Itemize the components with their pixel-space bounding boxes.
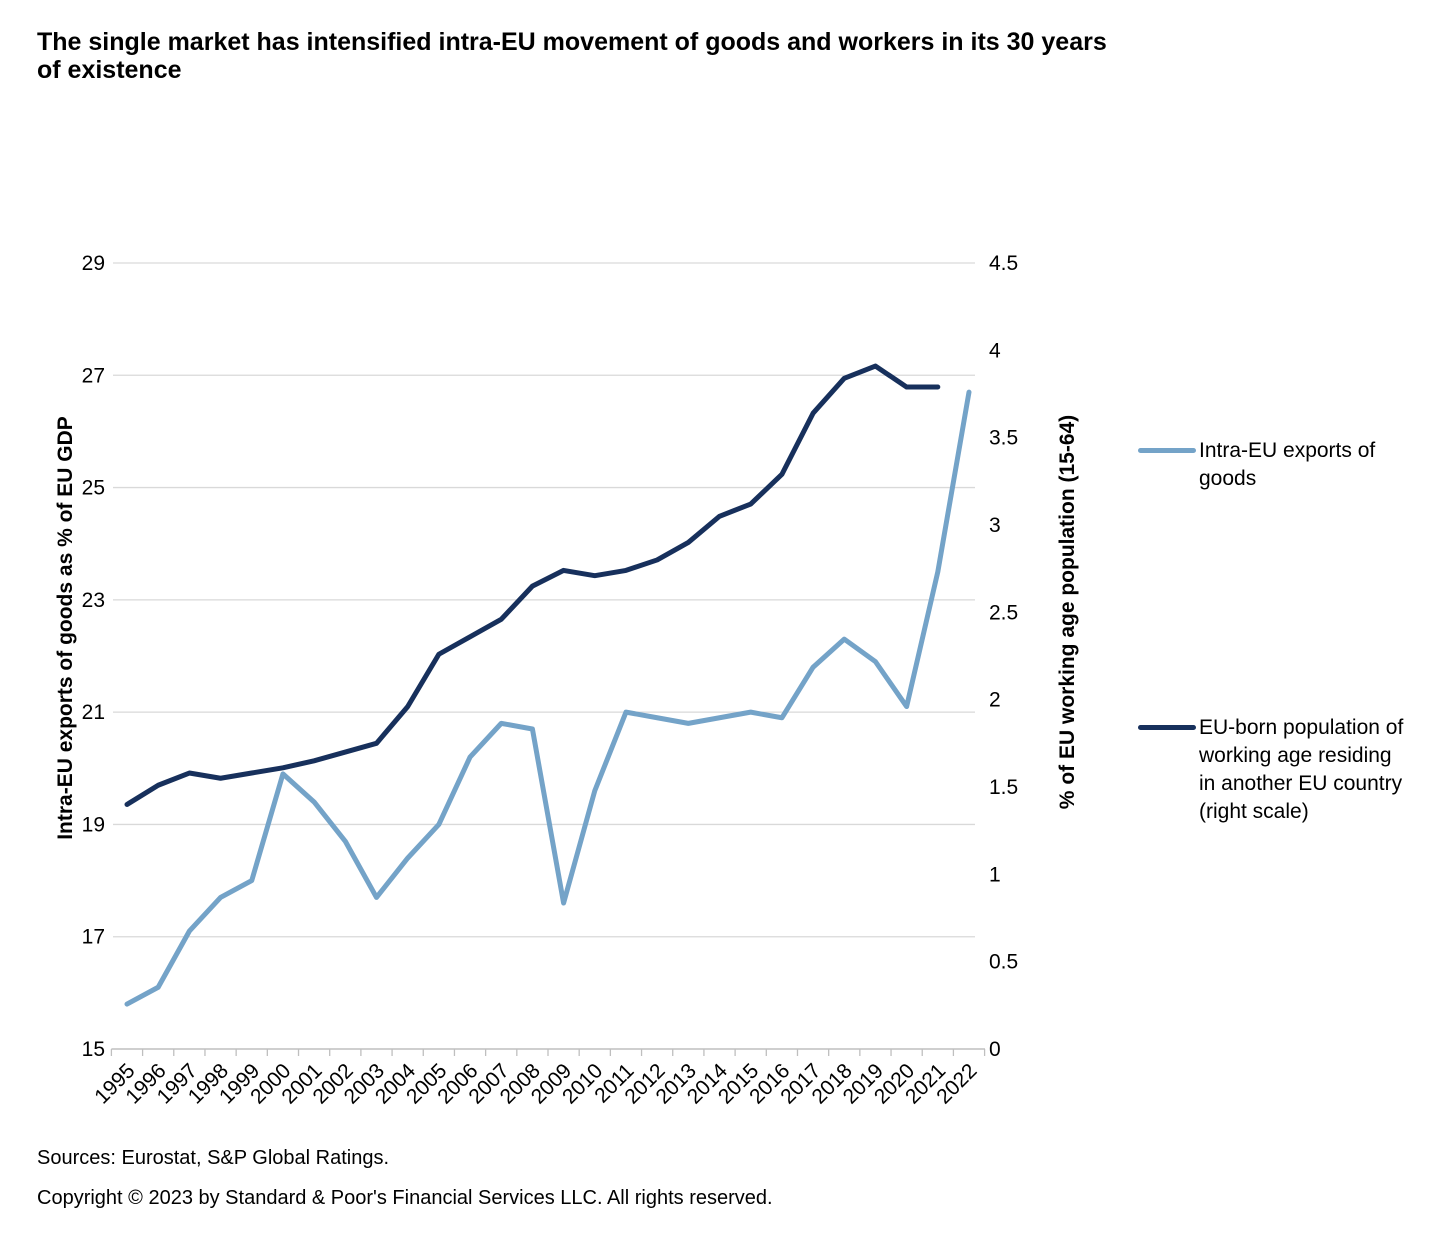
y-axis-right-tick-label: 0 xyxy=(989,1038,1001,1061)
y-axis-right-tick-label: 1.5 xyxy=(989,776,1018,799)
y-axis-right-tick-label: 3.5 xyxy=(989,427,1018,450)
legend-entry-intra-eu-exports: Intra-EU exports of goods xyxy=(1138,437,1404,493)
sources-text: Sources: Eurostat, S&P Global Ratings. xyxy=(37,1147,390,1169)
y-axis-right-tick-label: 2 xyxy=(989,689,1001,712)
y-axis-left-tick-label: 17 xyxy=(82,926,105,949)
y-axis-right-tick-label: 4.5 xyxy=(989,252,1018,275)
y-axis-right-tick-label: 2.5 xyxy=(989,601,1018,624)
y-axis-right-tick-label: 4 xyxy=(989,339,1001,362)
right-axis-title: % of EU working age population (15-64) xyxy=(1056,414,1079,810)
legend-swatch-intra-eu-exports xyxy=(1138,448,1196,453)
legend-label-eu-born-population: EU-born population of working age residi… xyxy=(1199,716,1404,823)
y-axis-right-tick-label: 0.5 xyxy=(989,951,1018,974)
series-line-intra-eu-exports-of-goods xyxy=(124,389,972,1007)
y-axis-left-tick-label: 23 xyxy=(82,589,105,612)
y-axis-right-tick-label: 3 xyxy=(989,514,1001,537)
legend-swatch-eu-born-population xyxy=(1138,725,1196,730)
y-axis-left-tick-label: 15 xyxy=(82,1038,105,1061)
legend-label-intra-eu-exports: Intra-EU exports of goods xyxy=(1199,439,1376,490)
y-axis-left-tick-label: 19 xyxy=(82,813,105,836)
legend-entry-eu-born-population: EU-born population of working age residi… xyxy=(1138,714,1404,826)
copyright-text: Copyright © 2023 by Standard & Poor's Fi… xyxy=(37,1187,773,1209)
y-axis-left-tick-label: 21 xyxy=(82,701,105,724)
y-axis-left-tick-label: 25 xyxy=(82,477,105,500)
y-axis-right-tick-label: 1 xyxy=(989,863,1001,886)
chart-title: The single market has intensified intra-… xyxy=(37,28,1107,84)
series-line-eu-born-population-abroad xyxy=(124,363,941,807)
y-axis-left-tick-label: 27 xyxy=(82,364,105,387)
left-axis-title: Intra-EU exports of goods as % of EU GDP xyxy=(54,416,77,840)
y-axis-left-tick-label: 29 xyxy=(82,252,105,275)
